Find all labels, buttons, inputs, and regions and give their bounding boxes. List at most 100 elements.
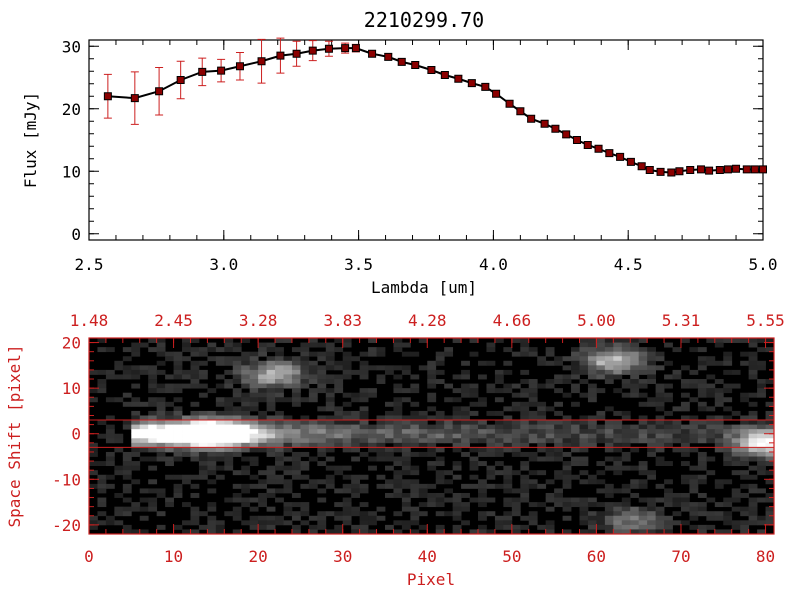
image-pixel <box>537 447 547 453</box>
image-pixel <box>613 511 623 517</box>
image-pixel <box>291 474 301 480</box>
image-pixel <box>714 529 724 534</box>
image-pixel <box>461 406 470 412</box>
image-pixel <box>680 506 690 512</box>
image-pixel <box>503 497 513 503</box>
image-pixel <box>748 474 758 480</box>
image-pixel <box>410 420 420 426</box>
image-pixel <box>562 465 572 471</box>
image-pixel <box>342 465 352 471</box>
image-pixel <box>765 492 774 498</box>
image-pixel <box>427 447 437 453</box>
image-pixel <box>621 365 631 371</box>
image-pixel <box>444 424 454 430</box>
image-pixel <box>249 388 259 394</box>
image-pixel <box>249 351 259 357</box>
image-pixel <box>587 520 597 526</box>
image-pixel <box>190 492 200 498</box>
image-pixel <box>401 447 411 453</box>
image-pixel <box>571 474 580 480</box>
image-pixel <box>283 520 293 526</box>
image-pixel <box>376 424 386 430</box>
image-pixel <box>266 424 276 430</box>
image-pixel <box>334 488 344 494</box>
image-pixel <box>232 420 242 426</box>
image-pixel <box>604 506 614 512</box>
image-pixel <box>427 442 437 448</box>
image-pixel <box>494 424 504 430</box>
image-pixel <box>740 429 750 435</box>
image-pixel <box>325 483 335 489</box>
flux-point <box>217 66 226 75</box>
image-pixel <box>469 433 479 439</box>
image-pixel <box>579 479 589 485</box>
image-pixel <box>266 369 276 375</box>
image-pixel <box>351 438 361 444</box>
image-pixel <box>613 420 623 426</box>
image-pixel <box>714 401 724 407</box>
image-pixel <box>266 520 276 526</box>
image-pixel <box>342 442 352 448</box>
image-pixel <box>723 451 733 457</box>
image-pixel <box>215 451 225 457</box>
image-pixel <box>224 461 234 467</box>
image-pixel <box>275 374 284 380</box>
image-pixel <box>215 456 225 462</box>
image-pixel <box>300 342 310 348</box>
image-pixel <box>215 447 225 453</box>
image-pixel <box>114 374 124 380</box>
image-pixel <box>232 442 242 448</box>
image-pixel <box>638 511 648 517</box>
image-pixel <box>173 456 183 462</box>
image-pixel <box>672 433 682 439</box>
image-pixel <box>444 397 454 403</box>
image-pixel <box>765 420 774 426</box>
image-pixel <box>562 479 572 485</box>
image-pixel <box>241 410 251 416</box>
image-pixel <box>308 388 318 394</box>
image-pixel <box>528 515 538 521</box>
image-pixel <box>207 520 217 526</box>
image-pixel <box>604 515 614 521</box>
flux-point <box>198 67 207 76</box>
image-pixel <box>215 474 225 480</box>
image-pixel <box>258 410 267 416</box>
image-pixel <box>232 438 242 444</box>
image-pixel <box>190 433 200 439</box>
image-pixel <box>317 406 327 412</box>
image-pixel <box>368 529 377 534</box>
image-pixel <box>139 420 149 426</box>
image-pixel <box>156 524 166 530</box>
image-pixel <box>122 401 132 407</box>
image-pixel <box>156 342 166 348</box>
image-pixel <box>401 388 411 394</box>
image-pixel <box>444 351 454 357</box>
image-pixel <box>494 483 504 489</box>
image-pixel <box>604 356 614 362</box>
image-pixel <box>190 360 200 366</box>
image-pixel <box>317 520 327 526</box>
spectrum-y-tick-label: 20 <box>62 100 81 119</box>
image-pixel <box>122 524 132 530</box>
image-pixel <box>401 397 411 403</box>
image-pixel <box>190 429 200 435</box>
flux-point <box>705 166 714 175</box>
image-pixel <box>748 442 758 448</box>
image-pixel <box>461 374 470 380</box>
image-pixel <box>520 497 530 503</box>
image-pixel <box>613 424 623 430</box>
image-pixel <box>241 438 251 444</box>
image-pixel <box>621 483 631 489</box>
image-pixel <box>351 424 361 430</box>
image-pixel <box>122 456 132 462</box>
image-pixel <box>469 483 479 489</box>
image-pixel <box>621 442 631 448</box>
image-pixel <box>427 465 437 471</box>
image-pixel <box>554 420 563 426</box>
image-pixel <box>249 433 259 439</box>
image-pixel <box>368 511 377 517</box>
image-pixel <box>545 429 555 435</box>
image-pixel <box>478 360 487 366</box>
image-pixel <box>503 369 513 375</box>
image-pixel <box>325 388 335 394</box>
